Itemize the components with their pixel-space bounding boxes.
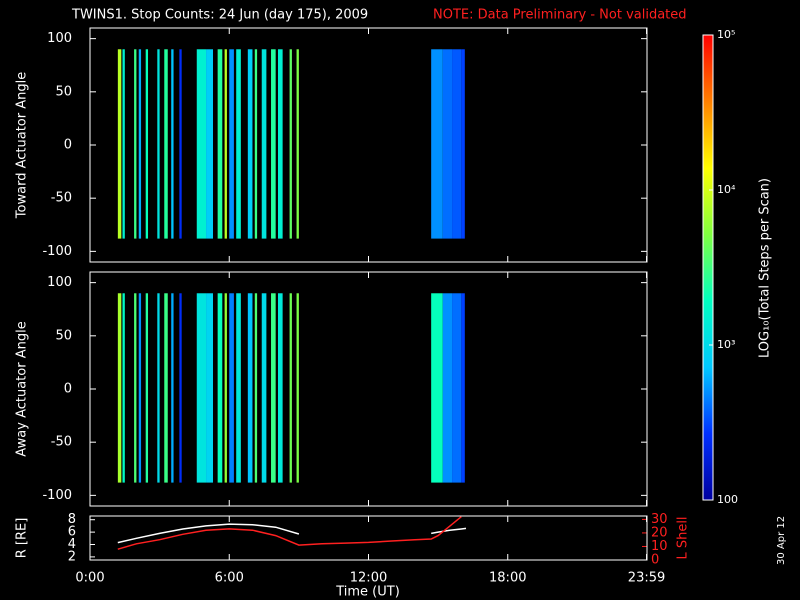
stripe bbox=[145, 49, 149, 239]
y-tick-label: 6 bbox=[68, 525, 76, 540]
y2-axis-label: L Shell bbox=[676, 516, 691, 559]
note: NOTE: Data Preliminary - Not validated bbox=[433, 8, 687, 23]
stripe bbox=[179, 293, 182, 483]
y2-tick-label: 10 bbox=[651, 539, 668, 554]
stripe bbox=[164, 293, 168, 483]
y2-tick-label: 30 bbox=[651, 512, 668, 527]
stripe bbox=[296, 49, 299, 239]
x-tick-label: 0:00 bbox=[75, 571, 104, 586]
x-tick-label: 23:59 bbox=[628, 571, 665, 586]
stripe bbox=[461, 293, 465, 483]
colorbar-tick-label: 10⁴ bbox=[717, 183, 736, 196]
stripe bbox=[296, 293, 299, 483]
stripe bbox=[122, 293, 125, 483]
stripe bbox=[217, 293, 223, 483]
stripe bbox=[442, 293, 453, 483]
y-tick-label: 50 bbox=[55, 328, 72, 343]
stripe bbox=[289, 293, 292, 483]
stripe bbox=[138, 293, 142, 483]
colorbar bbox=[703, 35, 713, 500]
y-tick-label: -50 bbox=[51, 435, 72, 450]
stripe bbox=[452, 49, 462, 239]
chart-title: TWINS1. Stop Counts: 24 Jun (day 175), 2… bbox=[71, 8, 368, 23]
stripe bbox=[206, 49, 214, 239]
x-tick-label: 18:00 bbox=[489, 571, 526, 586]
stripe bbox=[134, 49, 137, 239]
x-tick-label: 6:00 bbox=[215, 571, 244, 586]
stripe bbox=[289, 49, 292, 239]
stripe bbox=[117, 293, 122, 483]
y-tick-label: -100 bbox=[42, 244, 72, 259]
series-line bbox=[117, 523, 467, 544]
stripe bbox=[224, 49, 227, 239]
stripe bbox=[247, 49, 253, 239]
stripe bbox=[271, 49, 276, 239]
y-axis-label: R [RE] bbox=[15, 518, 30, 559]
stripe bbox=[431, 49, 443, 239]
stripe bbox=[157, 293, 160, 483]
stripe bbox=[452, 293, 462, 483]
stripe bbox=[254, 293, 258, 483]
stripe bbox=[117, 49, 122, 239]
colorbar-frame bbox=[702, 34, 714, 501]
stripe bbox=[271, 293, 276, 483]
colorbar-tick-label: 10⁵ bbox=[717, 28, 735, 41]
y-tick-label: -100 bbox=[42, 488, 72, 503]
stripe bbox=[277, 49, 283, 239]
y-tick-label: 0 bbox=[64, 138, 72, 153]
stripe bbox=[277, 293, 283, 483]
y-tick-label: 100 bbox=[47, 275, 72, 290]
stripe bbox=[236, 293, 241, 483]
stripe bbox=[247, 293, 253, 483]
stripe bbox=[261, 49, 267, 239]
plot-frame bbox=[89, 515, 648, 561]
stripe bbox=[261, 293, 267, 483]
stripe bbox=[224, 293, 227, 483]
x-axis-label: Time (UT) bbox=[335, 585, 400, 600]
stripe bbox=[122, 49, 125, 239]
stripe bbox=[145, 293, 149, 483]
y-tick-label: 8 bbox=[68, 512, 76, 527]
y-tick-label: 4 bbox=[68, 537, 76, 552]
stripe bbox=[138, 49, 142, 239]
stripe bbox=[236, 49, 241, 239]
y-tick-label: 0 bbox=[64, 382, 72, 397]
date-stamp: 30 Apr 12 bbox=[776, 516, 787, 565]
stripe bbox=[229, 293, 234, 483]
stripe bbox=[217, 49, 223, 239]
stripe bbox=[157, 49, 160, 239]
stripe bbox=[171, 49, 174, 239]
y-tick-label: -50 bbox=[51, 191, 72, 206]
series-line bbox=[117, 516, 462, 550]
stripe bbox=[196, 49, 207, 239]
y-tick-label: 50 bbox=[55, 84, 72, 99]
stripe bbox=[461, 49, 465, 239]
x-tick-label: 12:00 bbox=[350, 571, 387, 586]
y-tick-label: 2 bbox=[68, 549, 76, 564]
y2-tick-label: 20 bbox=[651, 525, 668, 540]
stripe bbox=[254, 49, 258, 239]
y-axis-label: Away Actuator Angle bbox=[15, 321, 30, 456]
stripe bbox=[229, 49, 234, 239]
y2-tick-label: 0 bbox=[651, 553, 659, 568]
colorbar-label: LOG₁₀(Total Steps per Scan) bbox=[758, 178, 773, 358]
y-axis-label: Toward Actuator Angle bbox=[15, 72, 30, 219]
stripe bbox=[171, 293, 174, 483]
stripe bbox=[179, 49, 182, 239]
colorbar-tick-label: 10³ bbox=[717, 338, 735, 351]
stripe bbox=[164, 49, 168, 239]
colorbar-tick-label: 100 bbox=[717, 493, 738, 506]
y-tick-label: 100 bbox=[47, 31, 72, 46]
stripe bbox=[442, 49, 453, 239]
stripe bbox=[134, 293, 137, 483]
stripe bbox=[431, 293, 443, 483]
stripe bbox=[206, 293, 214, 483]
stripe bbox=[196, 293, 207, 483]
